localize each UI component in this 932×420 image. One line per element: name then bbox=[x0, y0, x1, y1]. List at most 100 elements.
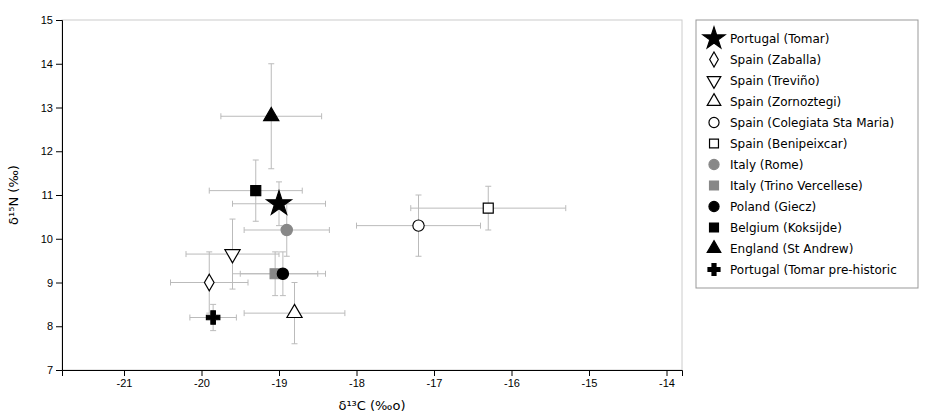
error-bar bbox=[244, 204, 329, 257]
tick: 12 bbox=[41, 145, 62, 157]
tick-label: -14 bbox=[659, 377, 675, 389]
legend-item: England (St Andrew) bbox=[707, 241, 853, 256]
legend-frame bbox=[696, 20, 918, 288]
error-bar bbox=[240, 252, 325, 296]
y-error-cap bbox=[292, 282, 298, 283]
x-error-cap bbox=[236, 315, 237, 321]
tick-mark bbox=[56, 195, 62, 196]
legend-label: Spain (Colegiata Sta Maria) bbox=[730, 116, 894, 130]
tick: 14 bbox=[41, 58, 62, 70]
x-error-cap bbox=[220, 113, 221, 119]
legend-marker bbox=[710, 139, 719, 148]
x-axis: -21-20-19-18-17-16-15-14 bbox=[63, 370, 683, 389]
error-bar bbox=[233, 182, 326, 226]
legend-marker bbox=[709, 117, 719, 127]
y-error-cap bbox=[206, 251, 212, 252]
tick-mark bbox=[56, 20, 62, 21]
tick: 15 bbox=[41, 14, 62, 26]
legend-label: England (St Andrew) bbox=[730, 242, 853, 256]
legend: Portugal (Tomar) Spain (Zaballa) Spain (Tr… bbox=[696, 20, 918, 288]
tick-label: -18 bbox=[349, 377, 365, 389]
x-error-cap bbox=[329, 227, 330, 233]
tick-mark bbox=[279, 370, 280, 376]
tick: 7 bbox=[47, 364, 62, 376]
error-bar bbox=[209, 160, 302, 221]
points bbox=[204, 107, 493, 324]
x-error-cap bbox=[321, 113, 322, 119]
data-layer bbox=[171, 64, 566, 344]
tick-mark bbox=[56, 239, 62, 240]
x-error-cap bbox=[565, 205, 566, 211]
legend-label: Italy (Rome) bbox=[730, 158, 803, 172]
tick-label: 10 bbox=[41, 233, 53, 245]
legend-label: Portugal (Tomar pre-historic bbox=[730, 263, 897, 277]
legend-marker bbox=[707, 241, 721, 253]
error-bars bbox=[171, 64, 566, 344]
x-error-cap bbox=[244, 310, 245, 316]
x-error-cap bbox=[480, 223, 481, 229]
axis-line bbox=[63, 371, 683, 377]
tick: -14 bbox=[659, 370, 675, 389]
error-bar bbox=[221, 64, 322, 169]
tick-mark bbox=[124, 370, 125, 376]
y-axis-title: δ¹⁵N (‰) bbox=[6, 165, 21, 225]
point bbox=[204, 274, 214, 291]
tick: 11 bbox=[42, 189, 62, 201]
legend-marker bbox=[709, 159, 719, 169]
legend-marker bbox=[710, 181, 719, 190]
legend-item: Spain (Colegiata Sta Maria) bbox=[709, 116, 894, 130]
tick-mark bbox=[56, 326, 62, 327]
tick-label: 12 bbox=[41, 145, 53, 157]
y-error-cap bbox=[485, 186, 491, 187]
point bbox=[413, 220, 424, 231]
y-error-cap bbox=[416, 256, 422, 257]
legend-marker bbox=[703, 27, 725, 48]
tick-label: 7 bbox=[47, 364, 53, 376]
legend-item: Belgium (Koksijde) bbox=[710, 221, 842, 235]
legend-item: Spain (Treviño) bbox=[707, 74, 820, 89]
x-error-cap bbox=[410, 205, 411, 211]
tick-label: 8 bbox=[47, 320, 53, 332]
legend-item: Italy (Trino Vercellese) bbox=[710, 179, 863, 193]
y-error-cap bbox=[276, 181, 282, 182]
plot: -21-20-19-18-17-16-15-14789101112131415 bbox=[41, 14, 683, 389]
tick-mark bbox=[56, 108, 62, 109]
tick-label: -17 bbox=[427, 377, 443, 389]
point bbox=[267, 191, 292, 215]
y-error-cap bbox=[268, 63, 274, 64]
x-error-cap bbox=[232, 201, 233, 207]
x-error-cap bbox=[279, 251, 280, 257]
legend-label: Portugal (Tomar) bbox=[730, 32, 830, 46]
x-error-cap bbox=[325, 201, 326, 207]
point bbox=[225, 250, 240, 263]
legend-item: Spain (Zornoztegi) bbox=[707, 94, 841, 109]
x-error-cap bbox=[186, 251, 187, 257]
y-error-cap bbox=[416, 195, 422, 196]
tick: 13 bbox=[41, 102, 62, 114]
x-error-cap bbox=[356, 223, 357, 229]
tick-mark bbox=[589, 370, 590, 376]
legend-label: Spain (Zaballa) bbox=[730, 53, 821, 67]
y-error-cap bbox=[230, 219, 236, 220]
legend-label: Poland (Giecz) bbox=[730, 200, 816, 214]
point bbox=[287, 304, 302, 317]
y-error-cap bbox=[230, 289, 236, 290]
x-error-cap bbox=[302, 188, 303, 194]
legend-item: Poland (Giecz) bbox=[709, 200, 816, 214]
y-error-cap bbox=[272, 251, 278, 252]
error-bar bbox=[190, 304, 237, 330]
x-error-cap bbox=[189, 315, 190, 321]
tick-mark bbox=[56, 64, 62, 65]
legend-item: Italy (Rome) bbox=[709, 158, 803, 172]
legend-item: Spain (Zaballa) bbox=[710, 52, 822, 67]
x-error-cap bbox=[209, 188, 210, 194]
tick: -15 bbox=[582, 370, 598, 389]
axis-line bbox=[56, 21, 63, 371]
legend-label: Spain (Zornoztegi) bbox=[730, 95, 841, 109]
y-error-cap bbox=[284, 256, 290, 257]
tick-mark bbox=[56, 151, 62, 152]
legend-marker bbox=[710, 223, 719, 232]
tick-label: -15 bbox=[582, 377, 598, 389]
error-bar bbox=[411, 186, 566, 230]
legend-label: Belgium (Koksijde) bbox=[730, 221, 842, 235]
